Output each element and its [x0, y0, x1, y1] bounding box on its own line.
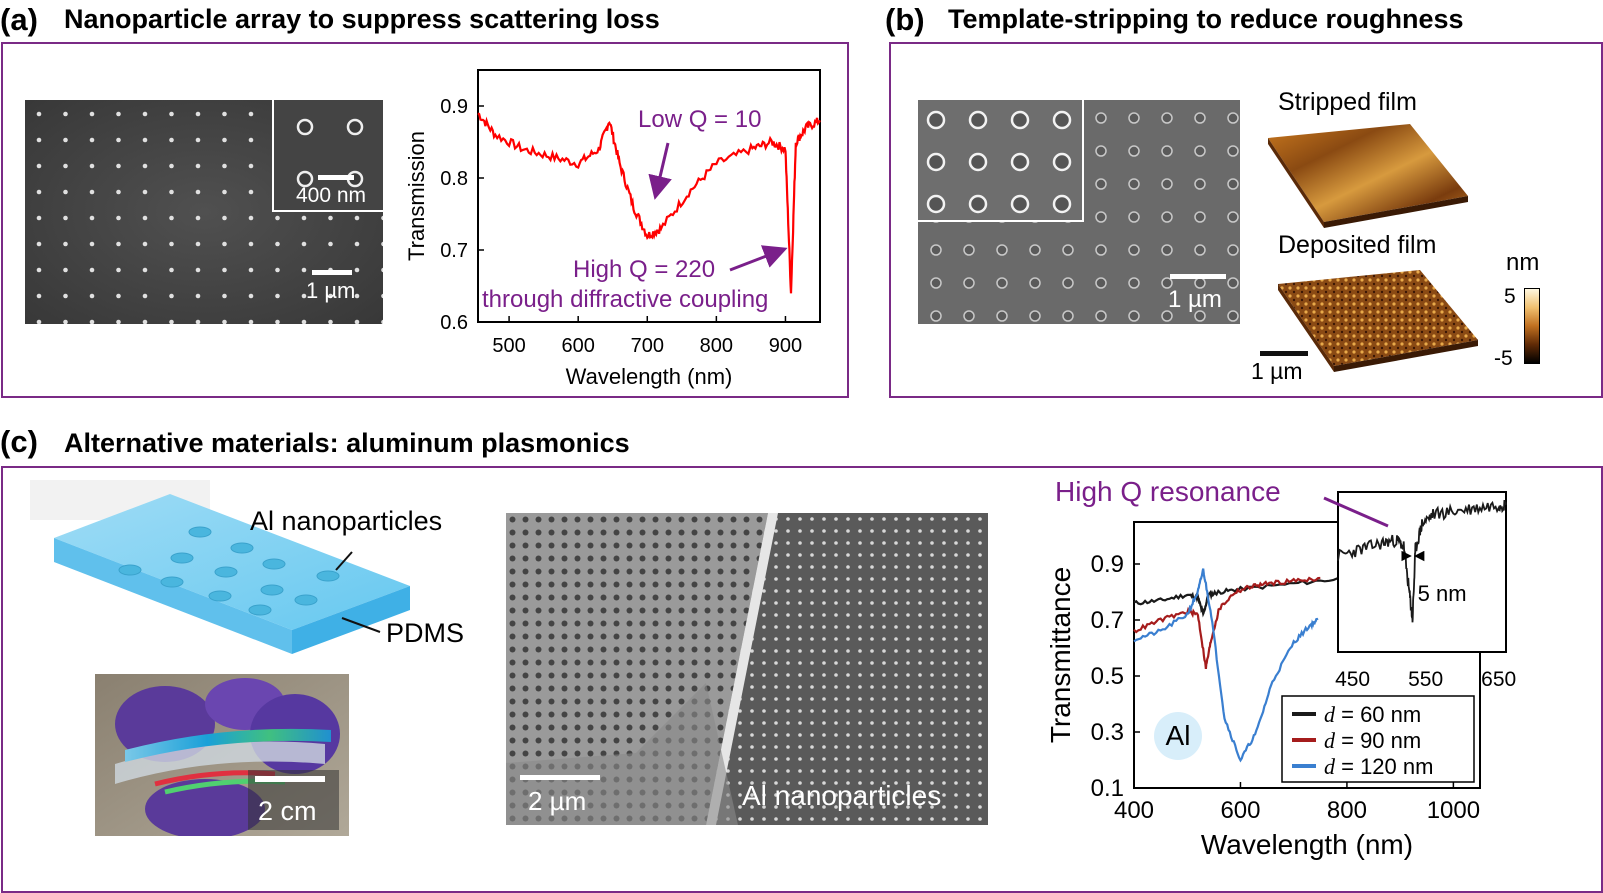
stripped-film-label: Stripped film [1278, 88, 1417, 116]
chart-c-inset-line [1337, 499, 1507, 623]
chart-c-inset-tick-label: 550 [1408, 668, 1443, 691]
chart-a-xtick-label: 600 [561, 335, 594, 357]
panel-c-chart: 400 600 800 1000 0.1 0.3 0.5 0.7 0.9 Wavelength (… [1045, 491, 1516, 860]
pdms-photo [95, 674, 349, 836]
panel-c-frame [1, 466, 1603, 893]
al-material-badge: Al [1154, 712, 1202, 760]
afm-colorbar [1524, 288, 1540, 364]
chart-a-ylabel: Transmission [404, 131, 429, 261]
chart-a-ytick-label: 0.7 [440, 240, 468, 262]
chart-a-xlabel: Wavelength (nm) [566, 364, 733, 389]
colorbar-max: 5 [1504, 285, 1516, 308]
legend-label: d = 120 nm [1324, 754, 1433, 779]
chart-c-inset-tick-label: 450 [1335, 668, 1370, 691]
inset-fwhm-label: 5 nm [1418, 581, 1467, 606]
chart-a-xtick-label: 500 [492, 335, 525, 357]
panel-c-label: (c) [0, 424, 38, 459]
panel-b-sem-inset [918, 100, 1084, 222]
panel-b-sem-image: 1 µm [918, 100, 1240, 324]
chart-a-ytick-label: 0.8 [440, 168, 468, 190]
photo-scale-label: 2 cm [258, 796, 317, 826]
chart-c-series-line [1133, 576, 1321, 670]
chart-c-inset-tick-label: 650 [1481, 668, 1516, 691]
resonance-connector [1323, 496, 1389, 528]
al-nanoparticles-label: Al nanoparticles [250, 506, 443, 536]
colorbar-unit: nm [1506, 249, 1540, 276]
legend-label: d = 60 nm [1324, 702, 1421, 727]
panel-c-sem-image [506, 513, 988, 825]
chart-c-ytick-label: 0.7 [1091, 607, 1124, 634]
afm-stripped-image [1268, 124, 1468, 228]
panel-c-sem-scale-label: 2 µm [528, 786, 587, 816]
chart-c-ylabel: Transmittance [1045, 567, 1076, 743]
chart-c-ytick-label: 0.5 [1091, 663, 1124, 690]
colorbar-min: -5 [1494, 347, 1513, 370]
chart-c-xtick-label: 400 [1114, 797, 1154, 824]
chart-a-axes-box [477, 69, 821, 323]
chart-c-xtick-label: 800 [1327, 797, 1367, 824]
chart-a-xtick-label: 900 [769, 335, 802, 357]
chart-a-xtick-label: 800 [700, 335, 733, 357]
annotation-high-q-detail: through diffractive coupling [482, 286, 769, 313]
chart-c-xlabel: Wavelength (nm) [1201, 829, 1413, 860]
panel-a-frame [1, 42, 849, 398]
chart-c-xtick-label: 1000 [1427, 797, 1480, 824]
panel-a-label: (a) [0, 2, 38, 37]
afm-scale-label: 1 µm [1251, 358, 1303, 384]
legend-label: d = 90 nm [1324, 728, 1421, 753]
annotation-low-q: Low Q = 10 [638, 106, 762, 133]
afm-deposited-image [1278, 270, 1478, 372]
panel-c-sem-label: Al nanoparticles [742, 780, 942, 811]
panel-b-scale-bar [1170, 274, 1226, 279]
chart-c-inset-box [1337, 491, 1507, 653]
pdms-label: PDMS [386, 618, 465, 648]
panel-c-title: Alternative materials: aluminum plasmoni… [64, 428, 630, 458]
pdms-schematic [30, 480, 410, 654]
panel-b-frame [889, 42, 1603, 398]
chart-a-ytick-label: 0.6 [440, 312, 468, 334]
panel-a-sem-inset: 400 nm [272, 100, 383, 212]
chart-a-series-line [477, 112, 821, 294]
panel-a-sem-image: 400 nm 1 µm [25, 100, 383, 324]
chart-c-ytick-label: 0.3 [1091, 719, 1124, 746]
panel-b-label: (b) [885, 2, 925, 37]
chart-c-ytick-label: 0.9 [1091, 551, 1124, 578]
annotation-high-q: High Q = 220 [573, 256, 716, 283]
chart-c-ytick-label: 0.1 [1091, 775, 1124, 802]
chart-c-xtick-label: 600 [1220, 797, 1260, 824]
panel-a-title: Nanoparticle array to suppress scatterin… [64, 4, 660, 34]
deposited-film-label: Deposited film [1278, 231, 1437, 259]
annotation-high-q-resonance: High Q resonance [1055, 476, 1281, 507]
chart-a-ytick-label: 0.9 [440, 96, 468, 118]
afm-scale-bar [1260, 351, 1308, 356]
panel-a-scale-label: 1 µm [306, 278, 356, 303]
panel-a-inset-scale-label: 400 nm [296, 184, 367, 207]
arrow-high-q [729, 245, 788, 272]
panel-b-title: Template-stripping to reduce roughness [948, 4, 1464, 34]
arrow-low-q [648, 142, 672, 200]
panel-a-chart: 500 600 700 800 900 0.6 0.7 0.8 0.9 Wavelength (n… [404, 69, 821, 389]
panel-a-scale-bar [312, 270, 352, 275]
chart-c-series-line [1133, 568, 1319, 763]
panel-b-scale-label: 1 µm [1168, 286, 1222, 313]
chart-a-xtick-label: 700 [631, 335, 664, 357]
